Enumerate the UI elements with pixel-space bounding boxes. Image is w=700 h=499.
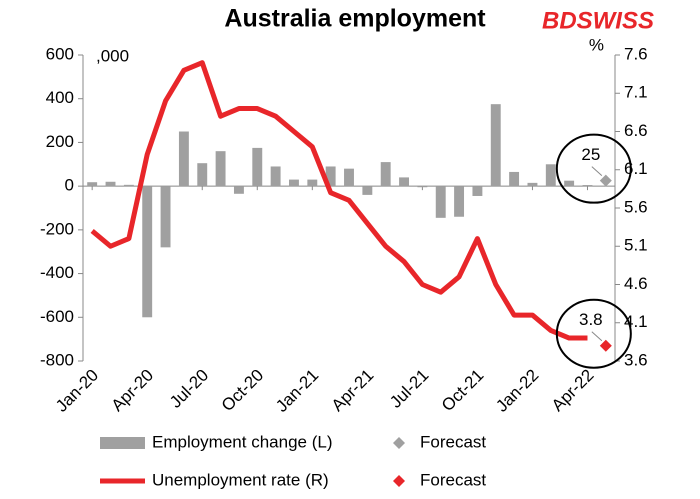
highlight-circle <box>555 133 632 204</box>
y2-axis-unit: % <box>589 35 604 54</box>
x-tick-label: Jan-21 <box>272 366 322 416</box>
y-tick-label: -400 <box>40 263 74 282</box>
x-tick-label: Apr-21 <box>328 366 378 416</box>
bar <box>178 131 189 187</box>
bar <box>527 182 538 187</box>
y-axis-unit: ,000 <box>96 46 129 65</box>
x-tick-label: Apr-22 <box>548 366 598 416</box>
y-tick-label: 600 <box>46 44 74 63</box>
bar <box>123 184 134 187</box>
legend-label: Forecast <box>420 432 486 451</box>
bar <box>490 104 501 187</box>
highlight-circle <box>555 298 632 369</box>
bar <box>215 151 226 187</box>
bar <box>417 186 428 188</box>
y2-tick-label: 7.1 <box>624 83 648 102</box>
forecast-marker <box>599 339 612 352</box>
bar <box>105 181 116 187</box>
line <box>90 60 588 341</box>
bar <box>472 186 483 196</box>
y2-tick-label: 6.6 <box>624 121 648 140</box>
legend-label: Unemployment rate (R) <box>152 470 329 489</box>
bar <box>197 163 208 187</box>
legend-label: Employment change (L) <box>152 432 332 451</box>
bar <box>252 147 263 187</box>
forecast-marker <box>599 174 612 187</box>
bar <box>270 166 281 187</box>
x-tick-label: Oct-20 <box>218 366 268 416</box>
y-tick-label: 400 <box>46 88 74 107</box>
bar <box>380 162 391 187</box>
y-tick-label: 0 <box>65 176 74 195</box>
bar <box>509 171 520 187</box>
annotation-leader <box>591 166 603 177</box>
bar <box>325 166 336 187</box>
y2-tick-label: 4.6 <box>624 274 648 293</box>
bar <box>87 182 98 187</box>
x-tick-label: Jan-22 <box>492 366 542 416</box>
forecast-label: 25 <box>581 145 600 164</box>
bar <box>564 180 575 187</box>
y2-tick-label: 7.6 <box>624 44 648 63</box>
x-tick-label: Oct-21 <box>438 366 488 416</box>
legend-swatch <box>100 437 145 449</box>
bar <box>545 164 556 187</box>
legend-label: Forecast <box>420 470 486 489</box>
y2-tick-label: 5.6 <box>624 197 648 216</box>
annotation-leader <box>591 331 603 342</box>
legend-swatch <box>393 475 405 487</box>
y-tick-label: 200 <box>46 132 74 151</box>
y2-tick-label: 5.1 <box>624 236 648 255</box>
x-tick-label: Apr-20 <box>108 366 158 416</box>
bar <box>362 186 373 195</box>
chart-title: Australia employment <box>224 5 486 33</box>
bar <box>344 168 354 187</box>
bar <box>160 186 171 248</box>
bar <box>233 186 244 194</box>
y-tick-label: -200 <box>40 219 74 238</box>
bar <box>307 179 318 187</box>
legend-swatch <box>393 437 405 449</box>
bar <box>454 186 465 217</box>
y-tick-label: -600 <box>40 307 74 326</box>
bar <box>399 177 409 187</box>
x-tick-label: Jan-20 <box>52 366 102 416</box>
bar <box>435 186 446 218</box>
x-tick-label: Jul-21 <box>386 366 432 412</box>
x-tick-label: Jul-20 <box>166 366 212 412</box>
bar <box>582 185 593 187</box>
y2-tick-label: 3.6 <box>624 350 648 369</box>
brand-logo: BDSWISS <box>542 7 654 34</box>
y-tick-label: -800 <box>40 350 74 369</box>
bar <box>289 179 299 187</box>
forecast-label: 3.8 <box>579 310 603 329</box>
y2-tick-label: 6.1 <box>624 159 648 178</box>
bar <box>142 186 153 318</box>
